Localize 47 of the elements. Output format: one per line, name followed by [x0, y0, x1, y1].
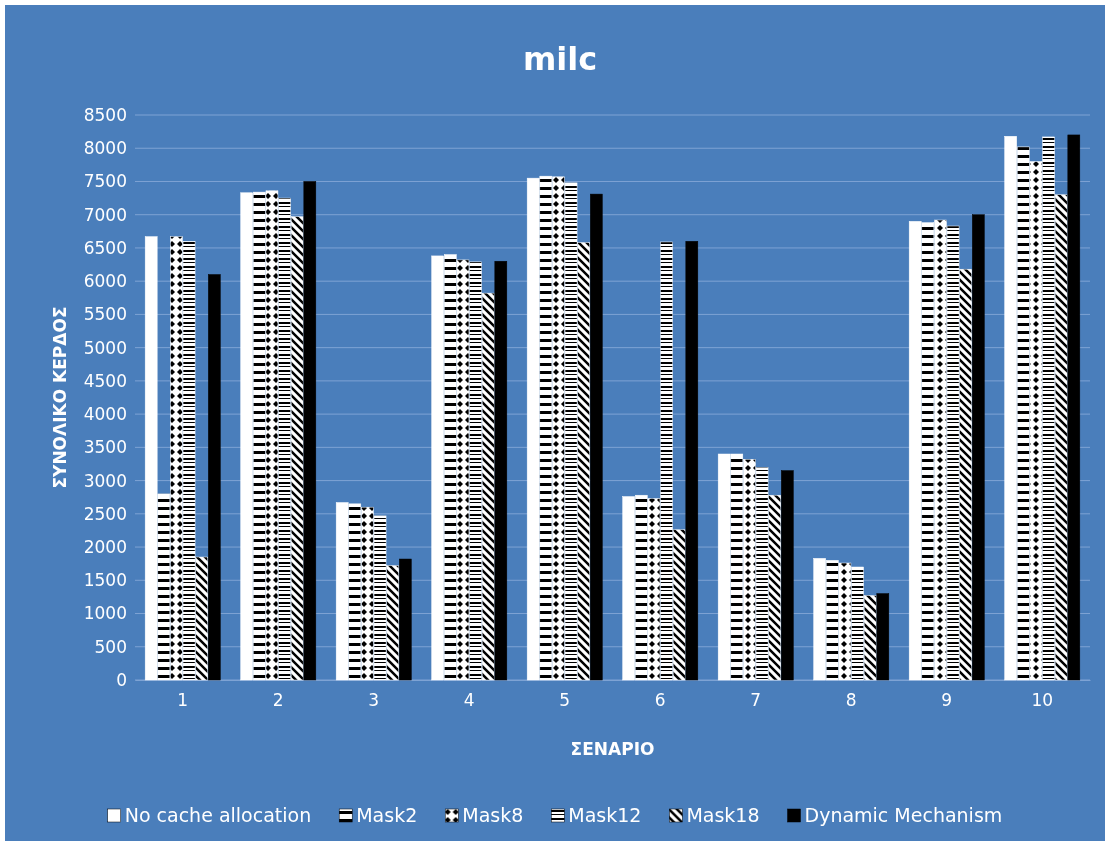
chart-title: milc: [522, 40, 598, 78]
bar: [590, 193, 603, 681]
y-tick-label: 4000: [83, 404, 127, 425]
bar: [208, 274, 221, 681]
y-tick-label: 1500: [83, 570, 127, 591]
bar: [781, 470, 794, 681]
legend-label: Dynamic Mechanism: [804, 804, 1003, 826]
bar: [972, 214, 985, 681]
x-tick-label: 8: [845, 690, 857, 711]
x-tick-label: 9: [941, 690, 953, 711]
legend-label: Mask8: [462, 804, 524, 826]
y-tick-label: 8000: [83, 138, 127, 159]
y-tick-label: 7500: [83, 171, 127, 192]
legend-label: Mask2: [356, 804, 418, 826]
y-tick-label: 5000: [83, 337, 127, 358]
x-tick-label: 5: [559, 690, 571, 711]
x-axis-title: ΣΕΝΑΡΙΟ: [570, 739, 655, 759]
legend-label: Mask12: [568, 804, 642, 826]
x-tick-label: 7: [750, 690, 762, 711]
x-tick-label: 3: [368, 690, 380, 711]
y-tick-label: 3500: [83, 437, 127, 458]
y-tick-label: 0: [116, 669, 127, 690]
y-tick-label: 1000: [83, 603, 127, 624]
y-tick-label: 6000: [83, 271, 127, 292]
y-tick-label: 3000: [83, 470, 127, 491]
y-tick-label: 2500: [83, 503, 127, 524]
y-tick-label: 8500: [83, 104, 127, 125]
bar: [876, 593, 890, 681]
legend-label: Mask18: [686, 804, 760, 826]
x-tick-label: 6: [654, 690, 666, 711]
bar: [399, 558, 412, 681]
bar: [1067, 134, 1081, 681]
x-tick-label: 4: [463, 690, 475, 711]
bar: [303, 181, 317, 681]
y-tick-label: 7000: [83, 204, 127, 225]
y-axis-title: ΣΥΝΟΛΙΚΟ ΚΕΡΔΟΣ: [50, 306, 70, 489]
x-tick-label: 2: [272, 690, 284, 711]
y-tick-label: 6500: [83, 237, 127, 258]
y-tick-label: 5500: [83, 304, 127, 325]
legend-label: No cache allocation: [124, 804, 312, 826]
y-tick-label: 4500: [83, 370, 127, 391]
x-tick-label: 10: [1031, 690, 1054, 711]
bar: [685, 241, 699, 681]
x-tick-label: 1: [177, 690, 189, 711]
bar: [494, 260, 508, 681]
y-tick-label: 2000: [83, 537, 127, 557]
y-tick-label: 500: [94, 636, 127, 657]
